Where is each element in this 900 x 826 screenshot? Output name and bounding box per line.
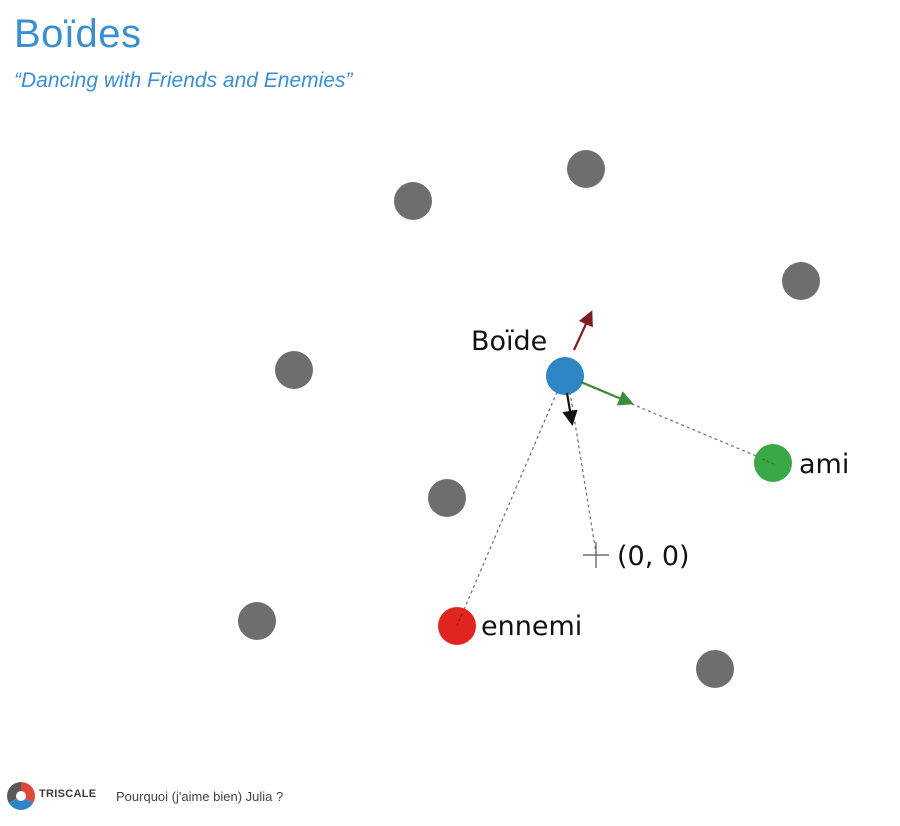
repulsion-arrow-icon <box>573 310 593 351</box>
friend-label: ami <box>799 449 849 480</box>
enemy-label: ennemi <box>481 611 582 642</box>
attraction-arrow-icon <box>580 380 634 406</box>
slide-title: Boïdes <box>14 12 142 56</box>
main-boid <box>546 357 584 395</box>
origin-cross-icon <box>583 542 609 568</box>
talk-title: Pourquoi (j'aime bien) Julia ? <box>116 789 284 804</box>
slide-footer: TRISCALE Pourquoi (j'aime bien) Julia ? <box>0 776 900 826</box>
slide-subtitle: “Dancing with Friends and Enemies” <box>14 69 353 92</box>
triscale-logo-icon <box>7 782 35 810</box>
neighbor-boids <box>238 150 820 688</box>
neighbor-boid <box>394 182 432 220</box>
link-boide-origin <box>569 391 597 554</box>
neighbor-boid <box>275 351 313 389</box>
neighbor-boid <box>696 650 734 688</box>
boide-label: Boïde <box>471 326 547 357</box>
logo-text: TRISCALE <box>39 788 97 800</box>
neighbor-boid <box>428 479 466 517</box>
neighbor-boid <box>567 150 605 188</box>
neighbor-boid <box>782 262 820 300</box>
enemy-link-tip <box>455 613 463 629</box>
friend-link-tip <box>761 458 777 466</box>
origin-label: (0, 0) <box>617 541 690 572</box>
link-boide-enemy <box>456 391 558 627</box>
center-arrow-icon <box>562 392 578 427</box>
neighbor-boid <box>238 602 276 640</box>
friend-boid <box>754 444 792 482</box>
